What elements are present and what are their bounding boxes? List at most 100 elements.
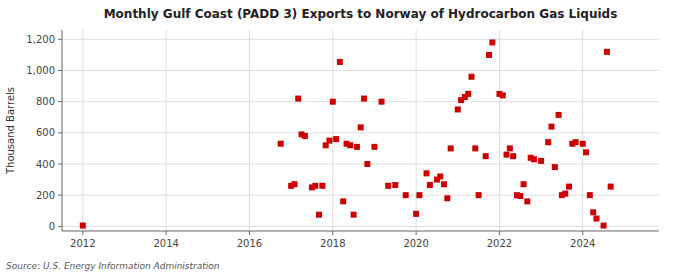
tick-mark [166, 231, 167, 235]
point [549, 124, 555, 130]
point [448, 145, 454, 151]
point [580, 141, 586, 147]
point [337, 59, 343, 65]
grid-line [249, 30, 250, 231]
point [521, 181, 527, 187]
point [326, 138, 332, 144]
tick-label: 2012 [70, 238, 95, 249]
point [351, 212, 357, 218]
axis-line [62, 231, 659, 232]
tick-label: 600 [36, 127, 55, 138]
grid-line [62, 132, 659, 133]
tick-mark [332, 231, 333, 235]
point [524, 198, 530, 204]
point [476, 192, 482, 198]
point [538, 158, 544, 164]
title: Monthly Gulf Coast (PADD 3) Exports to N… [104, 7, 618, 21]
tick-label: 2014 [153, 238, 178, 249]
point [330, 99, 336, 105]
point [316, 212, 322, 218]
point [80, 223, 86, 229]
tick-mark [249, 231, 250, 235]
point [295, 96, 301, 102]
tick-mark [58, 195, 62, 196]
point [291, 181, 297, 187]
point [424, 170, 430, 176]
tick-mark [58, 101, 62, 102]
point [371, 144, 377, 150]
point [604, 49, 610, 55]
point [333, 136, 339, 142]
point [566, 184, 572, 190]
grid-line [166, 30, 167, 231]
tick-mark [58, 164, 62, 165]
point [302, 133, 308, 139]
point [455, 106, 461, 112]
tick-mark [582, 231, 583, 235]
tick-label: 2020 [403, 238, 428, 249]
point [500, 92, 506, 98]
tick-label: 800 [36, 96, 55, 107]
point [469, 74, 475, 80]
grid-line [62, 101, 659, 102]
grid-line [62, 39, 659, 40]
tick-mark [499, 231, 500, 235]
point [504, 152, 510, 158]
grid-line [416, 30, 417, 231]
point [364, 161, 370, 167]
point [441, 181, 447, 187]
point [601, 223, 607, 229]
point [594, 216, 600, 222]
chart: Monthly Gulf Coast (PADD 3) Exports to N… [0, 0, 675, 275]
point [312, 183, 318, 189]
point [358, 124, 364, 130]
point [562, 191, 568, 197]
axis-label: Thousand Barrels [5, 87, 16, 175]
points [80, 39, 614, 228]
tick-mark [416, 231, 417, 235]
point [392, 182, 398, 188]
grid-line [62, 195, 659, 196]
point [340, 198, 346, 204]
point [385, 183, 391, 189]
point [608, 184, 614, 190]
point [361, 96, 367, 102]
point [427, 182, 433, 188]
tick-label: 0 [49, 221, 55, 232]
point [517, 193, 523, 199]
axes: 02004006008001,0001,20020122014201620182… [26, 30, 659, 249]
point [278, 141, 284, 147]
grid-line [582, 30, 583, 231]
point [444, 195, 450, 201]
point [319, 183, 325, 189]
point [531, 156, 537, 162]
axis-line [62, 30, 63, 231]
point [587, 192, 593, 198]
point [354, 144, 360, 150]
point [545, 139, 551, 145]
tick-label: 2018 [320, 238, 345, 249]
point [510, 153, 516, 159]
point [483, 153, 489, 159]
grid [62, 30, 659, 231]
point [437, 173, 443, 179]
point [465, 91, 471, 97]
grid-line [62, 164, 659, 165]
point [489, 39, 495, 45]
tick-label: 1,000 [26, 65, 55, 76]
point [552, 164, 558, 170]
point [472, 145, 478, 151]
point [583, 149, 589, 155]
grid-line [332, 30, 333, 231]
point [403, 192, 409, 198]
tick-label: 1,200 [26, 34, 55, 45]
point [413, 211, 419, 217]
tick-label: 200 [36, 190, 55, 201]
tick-mark [58, 39, 62, 40]
point [590, 209, 596, 215]
point [573, 139, 579, 145]
point [486, 52, 492, 58]
tick-label: 2024 [570, 238, 595, 249]
point [507, 145, 513, 151]
point [347, 142, 353, 148]
